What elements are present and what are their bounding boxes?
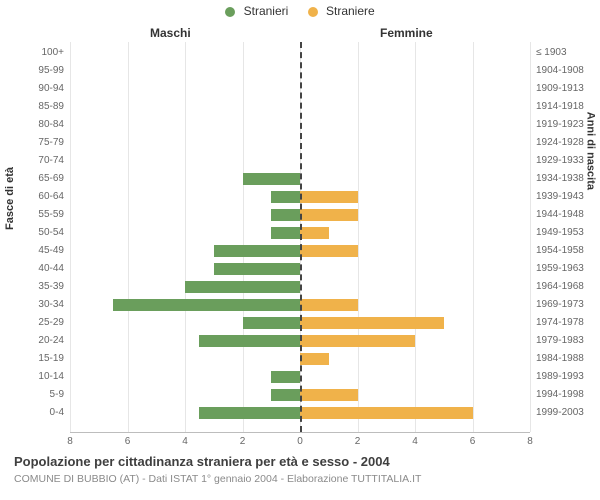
bar-female [300, 335, 415, 347]
y-label-age: 45-49 [0, 244, 64, 258]
y-label-birth: 1914-1918 [536, 100, 600, 114]
bar-male [185, 281, 300, 293]
bar-male [214, 263, 300, 275]
x-tick-label: 8 [67, 436, 73, 447]
bar-female [300, 245, 358, 257]
x-tick-label: 2 [355, 436, 361, 447]
y-label-age: 0-4 [0, 406, 64, 420]
y-label-age: 5-9 [0, 388, 64, 402]
x-tick-label: 2 [240, 436, 246, 447]
bar-female [300, 407, 473, 419]
center-line [300, 42, 302, 432]
y-label-birth: 1909-1913 [536, 82, 600, 96]
legend-label: Straniere [326, 4, 375, 18]
y-label-age: 65-69 [0, 172, 64, 186]
y-label-age: 15-19 [0, 352, 64, 366]
bar-male [271, 371, 300, 383]
bar-male [243, 317, 301, 329]
column-header-maschi: Maschi [150, 26, 191, 40]
y-label-birth: 1984-1988 [536, 352, 600, 366]
y-label-age: 100+ [0, 46, 64, 60]
bar-male [214, 245, 300, 257]
y-label-age: 40-44 [0, 262, 64, 276]
grid-line [530, 42, 531, 432]
x-tick-label: 8 [527, 436, 533, 447]
chart-title: Popolazione per cittadinanza straniera p… [14, 454, 390, 469]
y-label-birth: 1904-1908 [536, 64, 600, 78]
y-label-birth: 1964-1968 [536, 280, 600, 294]
bar-male [271, 389, 300, 401]
bar-male [199, 407, 300, 419]
y-label-birth: 1944-1948 [536, 208, 600, 222]
y-label-age: 55-59 [0, 208, 64, 222]
y-label-birth: 1999-2003 [536, 406, 600, 420]
y-label-age: 50-54 [0, 226, 64, 240]
bar-female [300, 353, 329, 365]
x-tick-label: 6 [470, 436, 476, 447]
x-tick-label: 4 [182, 436, 188, 447]
x-tick-label: 4 [412, 436, 418, 447]
y-label-birth: 1959-1963 [536, 262, 600, 276]
y-label-age: 70-74 [0, 154, 64, 168]
legend-swatch-stranieri [225, 7, 235, 17]
legend-label: Stranieri [244, 4, 289, 18]
column-header-femmine: Femmine [380, 26, 433, 40]
y-label-birth: ≤ 1903 [536, 46, 600, 60]
y-label-birth: 1919-1923 [536, 118, 600, 132]
legend-swatch-straniere [308, 7, 318, 17]
y-label-birth: 1949-1953 [536, 226, 600, 240]
y-label-age: 60-64 [0, 190, 64, 204]
chart-subtitle: COMUNE DI BUBBIO (AT) - Dati ISTAT 1° ge… [14, 473, 421, 485]
bar-female [300, 209, 358, 221]
y-label-birth: 1954-1958 [536, 244, 600, 258]
y-label-age: 95-99 [0, 64, 64, 78]
bar-female [300, 299, 358, 311]
y-label-birth: 1929-1933 [536, 154, 600, 168]
y-label-birth: 1924-1928 [536, 136, 600, 150]
x-tick-label: 0 [297, 436, 303, 447]
legend-item-straniere: Straniere [308, 4, 375, 18]
y-label-birth: 1994-1998 [536, 388, 600, 402]
bar-male [271, 227, 300, 239]
y-label-age: 80-84 [0, 118, 64, 132]
bar-male [199, 335, 300, 347]
plot-area [70, 42, 530, 432]
y-label-age: 30-34 [0, 298, 64, 312]
bar-male [243, 173, 301, 185]
legend-item-stranieri: Stranieri [225, 4, 288, 18]
y-label-age: 35-39 [0, 280, 64, 294]
x-axis-line [70, 432, 530, 433]
bar-female [300, 317, 444, 329]
y-label-birth: 1934-1938 [536, 172, 600, 186]
population-pyramid-chart: Stranieri Straniere Maschi Femmine Fasce… [0, 0, 600, 500]
y-label-birth: 1974-1978 [536, 316, 600, 330]
y-label-age: 90-94 [0, 82, 64, 96]
bar-female [300, 389, 358, 401]
y-label-birth: 1979-1983 [536, 334, 600, 348]
bar-male [113, 299, 300, 311]
bar-male [271, 191, 300, 203]
y-label-birth: 1969-1973 [536, 298, 600, 312]
y-label-age: 25-29 [0, 316, 64, 330]
bar-female [300, 227, 329, 239]
y-label-birth: 1939-1943 [536, 190, 600, 204]
x-tick-label: 6 [125, 436, 131, 447]
y-label-birth: 1989-1993 [536, 370, 600, 384]
bar-female [300, 191, 358, 203]
y-label-age: 10-14 [0, 370, 64, 384]
y-label-age: 75-79 [0, 136, 64, 150]
bar-male [271, 209, 300, 221]
legend: Stranieri Straniere [0, 4, 600, 18]
y-label-age: 20-24 [0, 334, 64, 348]
y-label-age: 85-89 [0, 100, 64, 114]
